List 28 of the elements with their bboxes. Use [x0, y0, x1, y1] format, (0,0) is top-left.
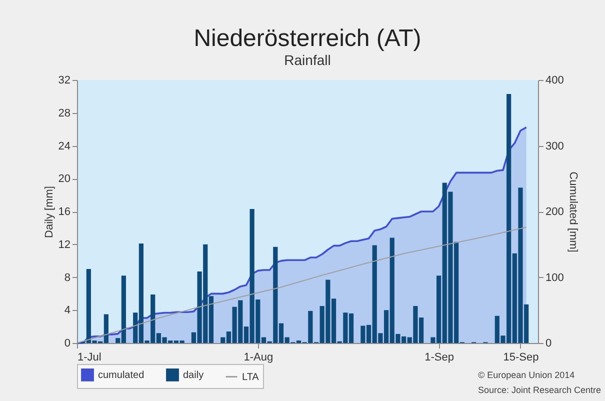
x-tick-label: 15-Sep [503, 352, 539, 364]
y-tick-label: 20 [58, 173, 70, 186]
y2-tick-label: 100 [546, 272, 564, 284]
y-tick-label: 12 [58, 238, 70, 251]
y-tick-label: 4 [64, 304, 70, 317]
text: © European Union 2014 [478, 369, 576, 382]
line-series [76, 226, 527, 344]
y-tick-label: 8 [64, 272, 70, 284]
chart-title: Niederösterreich (AT) [194, 25, 422, 52]
legend-label: LTA [242, 372, 260, 383]
legend-label: cumulated [98, 370, 144, 381]
y-tick-label: 24 [58, 140, 70, 152]
y2-tick-label: 300 [546, 140, 564, 152]
x-tick-label: 1-Aug [244, 352, 274, 364]
y2-tick-label: 0 [546, 338, 552, 350]
legend-label: daily [183, 370, 204, 381]
y-tick-label: 0 [64, 338, 70, 350]
y2-tick-label: 400 [546, 74, 564, 86]
y-tick-label: 32 [58, 74, 70, 86]
y-tick-label: 16 [58, 206, 70, 218]
source-note: Source: Joint Research Centre [478, 384, 601, 397]
chart-subtitle: Rainfall [284, 52, 331, 68]
x-tick-label: 1-Jul [78, 352, 102, 364]
x-tick-label: 1-Sep [424, 352, 454, 364]
y2-tick-label: 200 [546, 206, 564, 218]
y2-axis-title: Cumulated [mm] [566, 172, 579, 252]
y-axis-title: Daily [mm] [43, 186, 56, 238]
y-tick-label: 28 [58, 107, 70, 120]
